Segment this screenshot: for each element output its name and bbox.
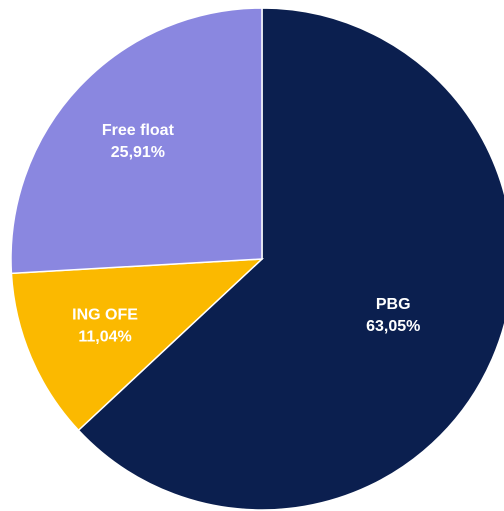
pie-slice [77,7,504,511]
pie-slice [10,7,263,275]
slice-label: Free float [102,122,175,139]
slice-value: 63,05% [366,318,420,335]
pie-slice [10,258,265,432]
slice-label: PBG [376,296,411,313]
slice-value: 11,04% [78,328,131,345]
slice-value: 25,91% [111,144,165,161]
slice-label: ING OFE [72,306,138,323]
